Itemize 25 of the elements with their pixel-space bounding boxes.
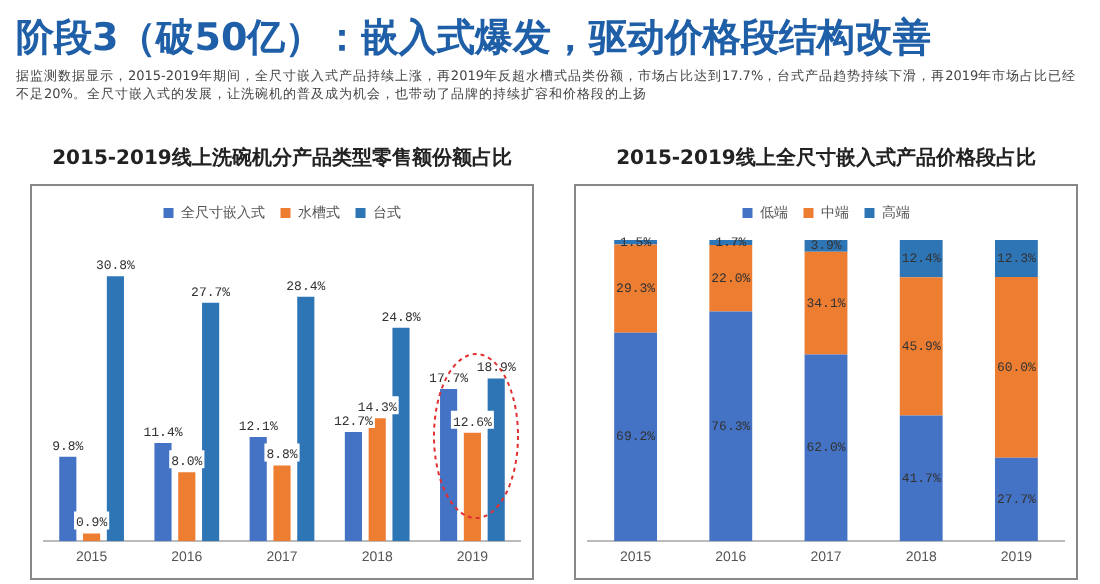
bar	[994, 277, 1038, 458]
chart-title: 2015-2019线上洗碗机分产品类型零售额份额占比	[50, 144, 514, 174]
bar	[344, 431, 362, 542]
bar	[202, 302, 220, 542]
chart-title: 2015-2019线上全尺寸嵌入式产品价格段占比	[614, 145, 1038, 174]
bar	[59, 456, 77, 542]
bar	[297, 296, 315, 542]
bar	[994, 457, 1038, 542]
bar	[899, 277, 943, 416]
bar	[709, 245, 753, 312]
bar	[709, 311, 753, 542]
bar	[804, 354, 848, 542]
bar	[83, 533, 101, 542]
bar	[106, 276, 124, 542]
bar	[614, 244, 658, 333]
bar	[899, 415, 943, 542]
bar	[614, 332, 658, 542]
bar	[804, 251, 848, 355]
bar	[154, 443, 172, 542]
bar	[440, 388, 458, 542]
bar	[249, 437, 267, 542]
bar	[178, 472, 196, 542]
bar	[273, 465, 291, 542]
bar	[463, 432, 481, 542]
text: 阶段3（破50亿）：嵌入式爆发，驱动价格段结构改善	[16, 14, 934, 64]
